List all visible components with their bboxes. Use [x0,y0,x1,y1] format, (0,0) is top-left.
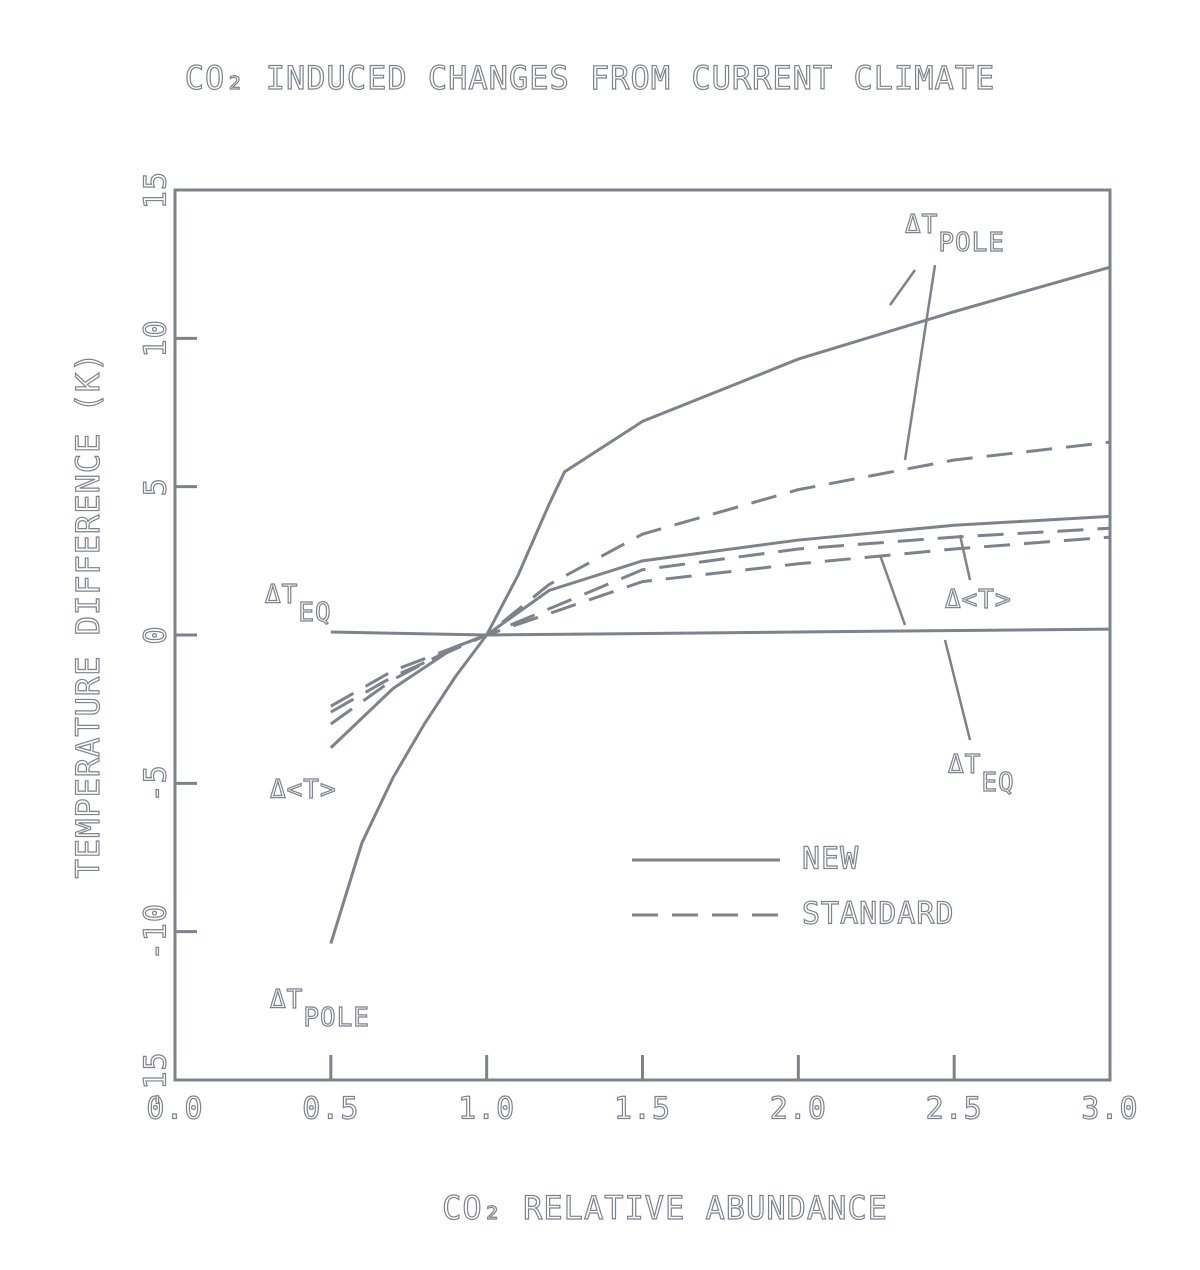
y-axis-label: TEMPERATURE DIFFERENCE (K) [69,352,107,879]
annotation-text: Δ<T> [270,775,337,805]
annotation-text: ΔT [270,985,303,1015]
legend-label: STANDARD [802,897,955,932]
chart-title: CO₂ INDUCED CHANGES FROM CURRENT CLIMATE [185,59,996,97]
annotation-text: ΔT [905,210,938,240]
annotation-subscript: EQ [298,598,331,628]
x-tick-label: 1.0 [458,1092,515,1127]
annotation: ΔTPOLE [270,985,370,1033]
x-tick-label: 3.0 [1081,1092,1138,1127]
annotation: Δ<T> [270,775,337,805]
annotation: ΔTEQ [265,580,332,628]
series-line [330,627,1111,637]
annotation-arrow [878,554,907,626]
annotation-subscript: POLE [938,228,1005,258]
series-line [329,265,1111,944]
annotation-subscript: EQ [981,768,1014,798]
annotation-arrow [888,269,917,306]
x-tick-label: 2.0 [770,1092,827,1127]
x-axis-label: CO₂ RELATIVE ABUNDANCE [442,1189,888,1227]
annotation: ΔTPOLE [905,210,1005,258]
series-line [330,535,1111,708]
x-tick-label: 0.5 [302,1092,359,1127]
annotation-subscript: POLE [303,1003,370,1033]
x-tick-label: 1.5 [614,1092,671,1127]
legend-label: NEW [802,842,859,877]
annotation-arrow [903,264,937,461]
annotation-text: ΔT [265,580,298,610]
y-tick-label: -10 [139,903,174,960]
x-tick-label: 0.0 [146,1092,203,1127]
annotation-arrow [943,639,972,741]
annotation: Δ<T> [945,585,1012,615]
series-line [329,514,1111,749]
y-tick-label: -5 [139,764,174,802]
x-tick-label: 2.5 [926,1092,983,1127]
y-tick-label: 5 [139,477,174,496]
series-line [330,526,1111,714]
y-tick-label: -15 [139,1051,174,1108]
annotation-text: ΔT [948,750,981,780]
y-tick-label: 10 [139,319,174,357]
annotation-text: Δ<T> [945,585,1012,615]
annotation-arrow [958,534,972,581]
y-tick-label: 15 [139,171,174,209]
series-line [329,440,1111,726]
annotation: ΔTEQ [948,750,1015,798]
y-tick-label: 0 [139,625,174,644]
